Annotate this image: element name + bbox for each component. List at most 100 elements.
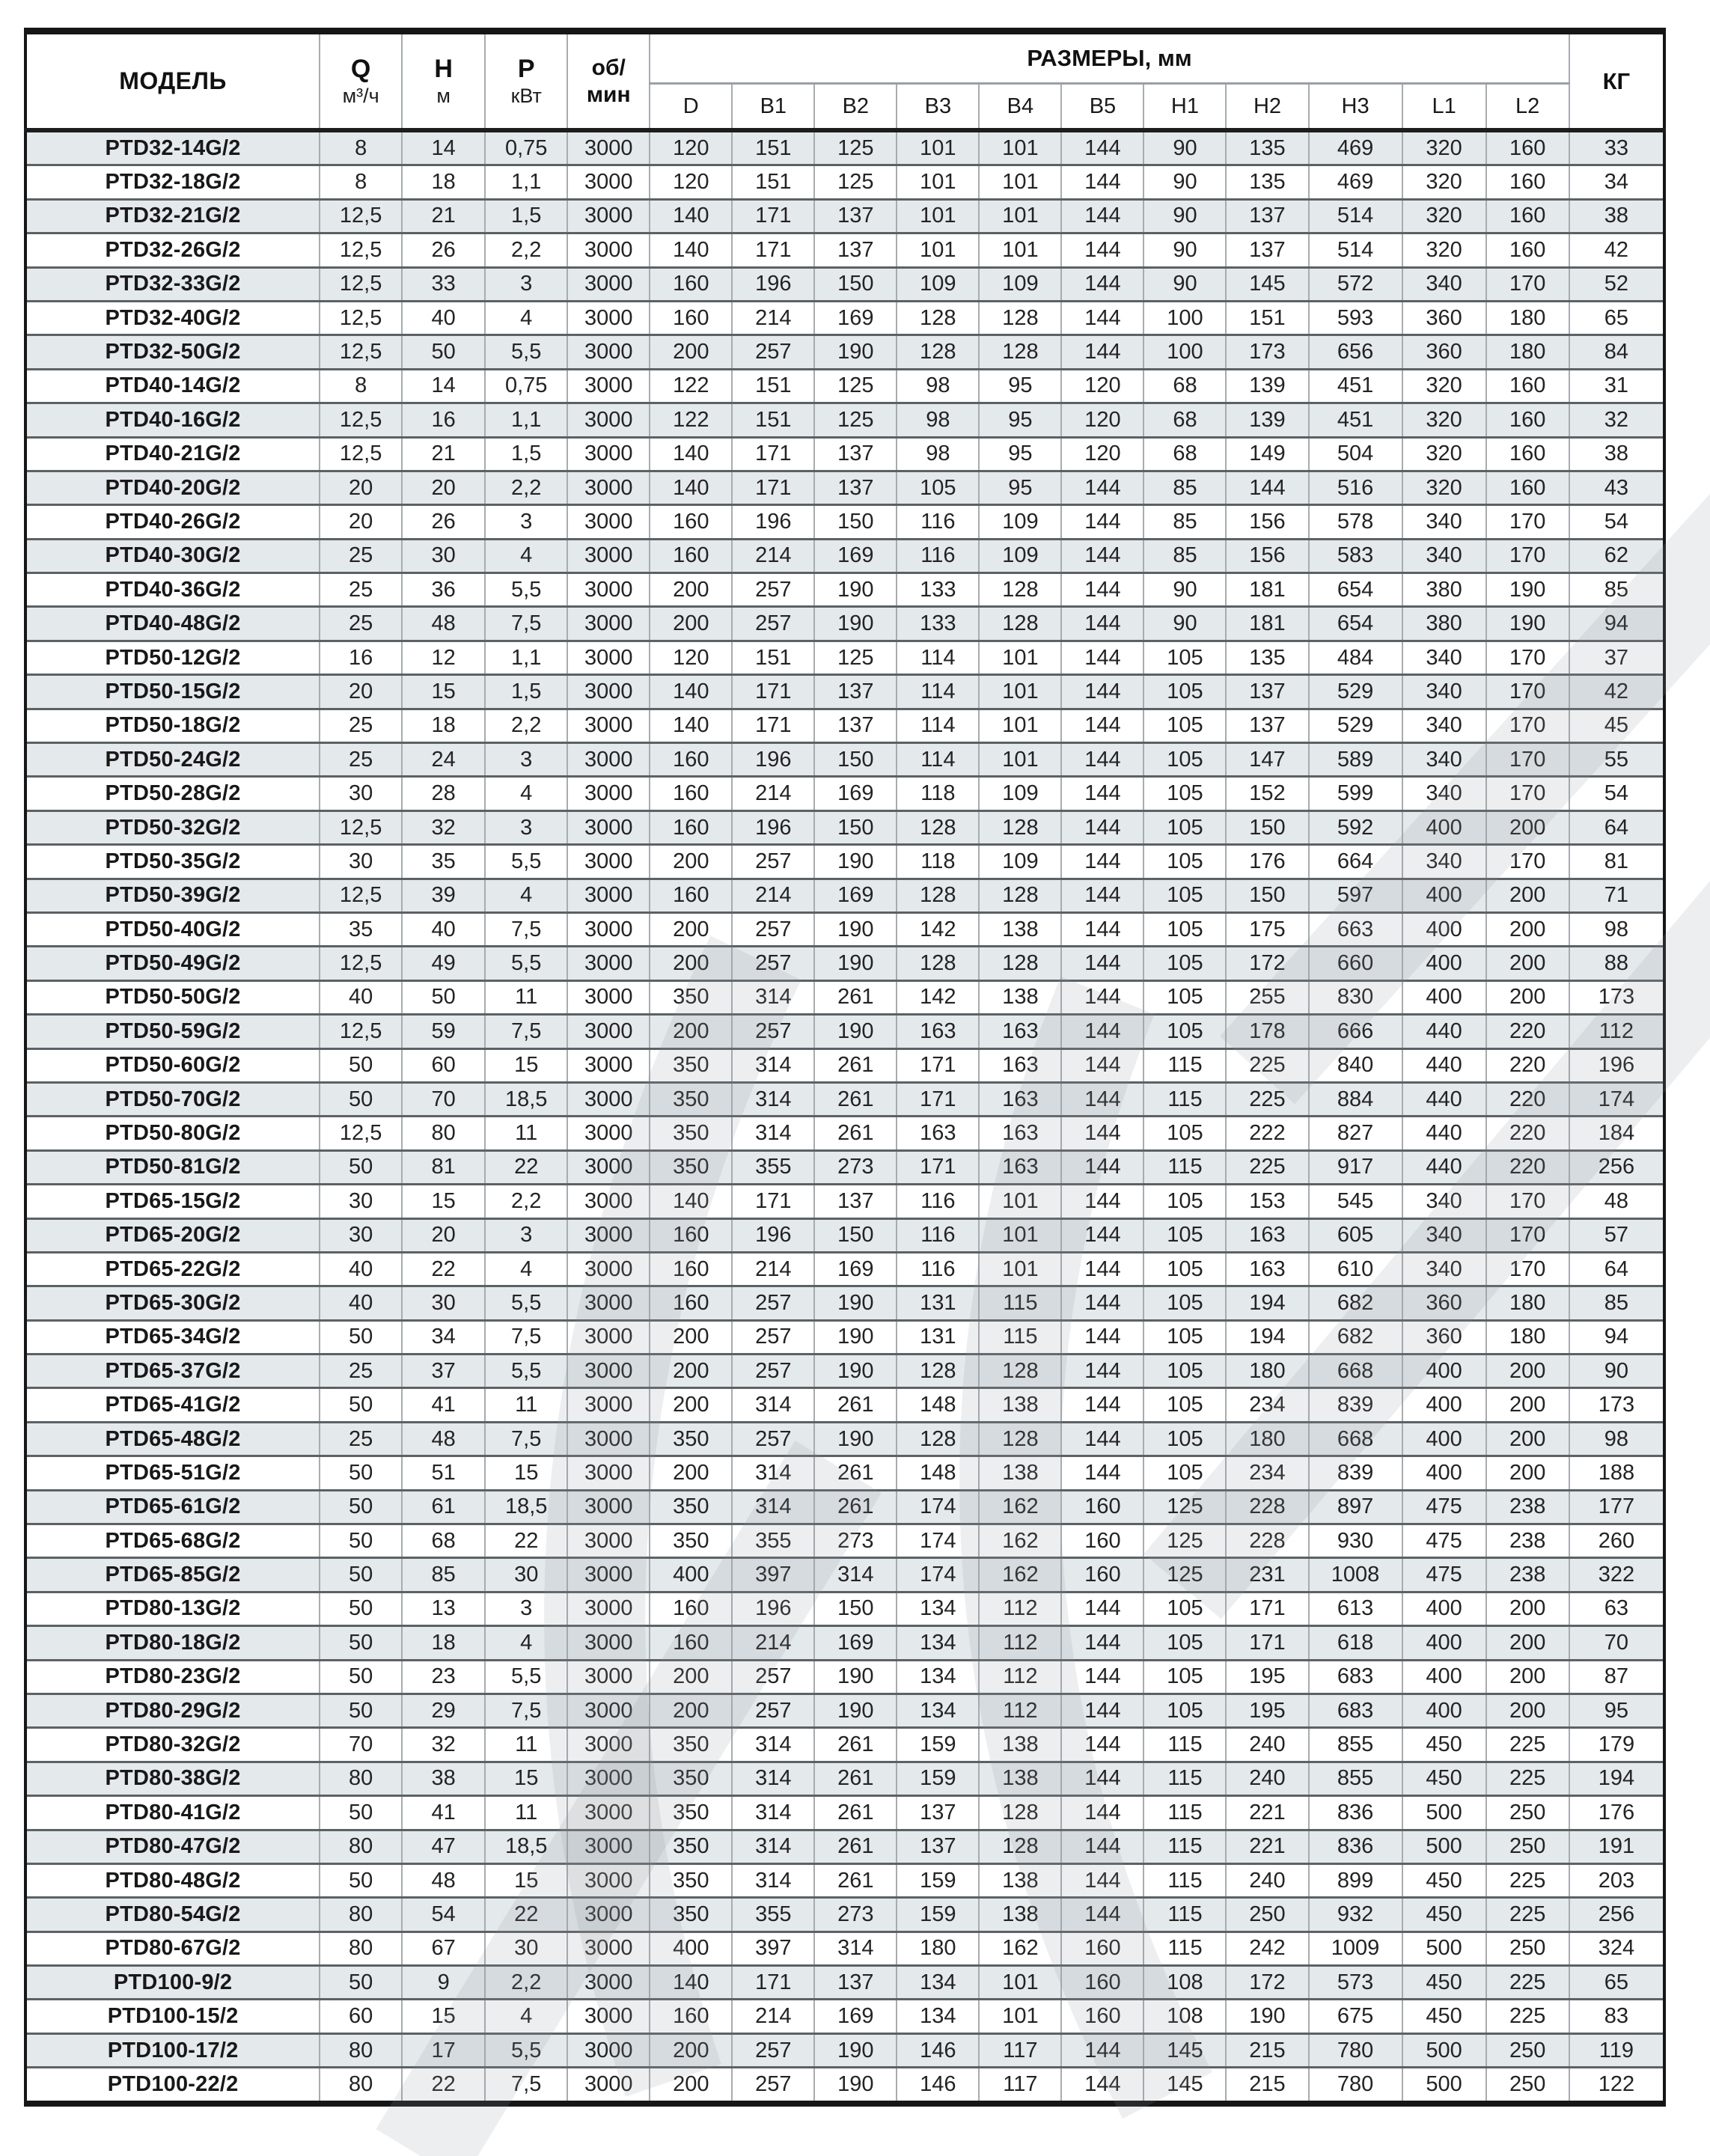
table-row: PTD80-29G/2 50 29 7,5 3000 200 257 190 134 112 144… <box>24 1692 1666 1729</box>
value-cell: 105 <box>1143 1625 1227 1661</box>
table-row: PTD65-20G/2 30 20 3 3000 160 196 150 116 101 144 10… <box>24 1217 1666 1253</box>
value-cell: 90 <box>1143 605 1227 642</box>
value-cell: 176 <box>1568 1795 1666 1831</box>
value-cell: 3000 <box>567 1387 651 1423</box>
p-symbol: Р <box>517 55 535 84</box>
value-cell: 180 <box>1225 1420 1310 1458</box>
value-cell: 150 <box>813 1590 898 1628</box>
value-cell: 3000 <box>567 707 651 745</box>
model-cell: PTD32-14G/2 <box>24 129 321 167</box>
value-cell: 175 <box>1225 911 1310 948</box>
value-cell: 250 <box>1485 1795 1570 1831</box>
value-cell: 1008 <box>1307 1557 1403 1593</box>
value-cell: 4 <box>484 1250 569 1288</box>
value-cell: 16 <box>319 639 403 677</box>
value-cell: 4 <box>484 775 569 812</box>
value-cell: 95 <box>1568 1692 1666 1729</box>
value-cell: 340 <box>1401 504 1487 540</box>
value-cell: 855 <box>1307 1760 1403 1798</box>
value-cell: 592 <box>1307 809 1403 846</box>
value-cell: 160 <box>649 1285 733 1322</box>
value-cell: 120 <box>649 639 733 677</box>
value-cell: 4 <box>484 1625 569 1661</box>
column-header-model: МОДЕЛЬ <box>24 31 321 132</box>
value-cell: 3000 <box>567 1930 651 1967</box>
model-cell: PTD80-38G/2 <box>24 1760 321 1798</box>
value-cell: 504 <box>1307 436 1403 472</box>
value-cell: 117 <box>978 2032 1063 2069</box>
value-cell: 87 <box>1568 1658 1666 1695</box>
value-cell: 3000 <box>567 129 651 167</box>
column-header-b4: B4 <box>978 83 1063 132</box>
value-cell: 105 <box>1143 639 1227 677</box>
value-cell: 144 <box>1060 469 1145 507</box>
value-cell: 134 <box>896 1692 980 1729</box>
value-cell: 50 <box>319 1557 403 1593</box>
value-cell: 340 <box>1401 1250 1487 1288</box>
value-cell: 31 <box>1568 367 1666 405</box>
value-cell: 145 <box>1143 2066 1227 2105</box>
value-cell: 15 <box>484 1760 569 1798</box>
value-cell: 25 <box>319 572 403 608</box>
column-header-kg: КГ <box>1568 31 1666 132</box>
value-cell: 261 <box>813 1726 898 1763</box>
value-cell: 65 <box>1568 299 1666 337</box>
value-cell: 314 <box>813 1930 898 1967</box>
value-cell: 14 <box>401 367 486 405</box>
value-cell: 171 <box>1225 1590 1310 1628</box>
value-cell: 516 <box>1307 469 1403 507</box>
value-cell: 257 <box>731 1319 816 1356</box>
value-cell: 134 <box>896 1998 980 2035</box>
table-row: PTD80-47G/2 80 47 18,5 3000 350 314 261 137 128 14… <box>24 1828 1666 1865</box>
value-cell: 169 <box>813 1998 898 2035</box>
value-cell: 190 <box>1485 605 1570 642</box>
model-cell: PTD80-29G/2 <box>24 1692 321 1729</box>
value-cell: 200 <box>649 1692 733 1729</box>
value-cell: 220 <box>1485 1013 1570 1050</box>
value-cell: 48 <box>401 1420 486 1458</box>
value-cell: 116 <box>896 1250 980 1288</box>
value-cell: 137 <box>1225 674 1310 710</box>
value-cell: 144 <box>1060 1420 1145 1458</box>
value-cell: 148 <box>896 1387 980 1423</box>
value-cell: 23 <box>401 1658 486 1695</box>
value-cell: 144 <box>1060 1115 1145 1152</box>
value-cell: 200 <box>649 1353 733 1390</box>
table-row: PTD65-41G/2 50 41 11 3000 200 314 261 148 138 144 1… <box>24 1387 1666 1423</box>
value-cell: 200 <box>649 2032 733 2069</box>
rpm-line1: об/ <box>591 55 626 80</box>
value-cell: 160 <box>649 809 733 846</box>
value-cell: 135 <box>1225 639 1310 677</box>
value-cell: 314 <box>731 1795 816 1831</box>
value-cell: 54 <box>1568 504 1666 540</box>
model-cell: PTD80-18G/2 <box>24 1625 321 1661</box>
value-cell: 475 <box>1401 1523 1487 1560</box>
value-cell: 573 <box>1307 1964 1403 2001</box>
value-cell: 1009 <box>1307 1930 1403 1967</box>
value-cell: 200 <box>1485 1420 1570 1458</box>
value-cell: 160 <box>649 742 733 778</box>
value-cell: 3 <box>484 742 569 778</box>
table-row: PTD100-9/2 50 9 2,2 3000 140 171 137 134 101 160 10… <box>24 1964 1666 2001</box>
value-cell: 137 <box>896 1828 980 1865</box>
value-cell: 12,5 <box>319 232 403 269</box>
value-cell: 67 <box>401 1930 486 1967</box>
value-cell: 101 <box>978 129 1063 167</box>
model-cell: PTD50-59G/2 <box>24 1013 321 1050</box>
model-cell: PTD50-39G/2 <box>24 877 321 914</box>
model-cell: PTD80-48G/2 <box>24 1862 321 1899</box>
value-cell: 30 <box>401 537 486 575</box>
value-cell: 15 <box>401 1183 486 1220</box>
value-cell: 314 <box>731 1726 816 1763</box>
value-cell: 3000 <box>567 1726 651 1763</box>
value-cell: 340 <box>1401 742 1487 778</box>
model-cell: PTD50-81G/2 <box>24 1149 321 1186</box>
value-cell: 105 <box>896 469 980 507</box>
value-cell: 260 <box>1568 1523 1666 1560</box>
value-cell: 122 <box>1568 2066 1666 2105</box>
value-cell: 140 <box>649 707 733 745</box>
value-cell: 54 <box>401 1896 486 1933</box>
value-cell: 25 <box>319 1420 403 1458</box>
value-cell: 144 <box>1060 2032 1145 2069</box>
value-cell: 101 <box>978 674 1063 710</box>
